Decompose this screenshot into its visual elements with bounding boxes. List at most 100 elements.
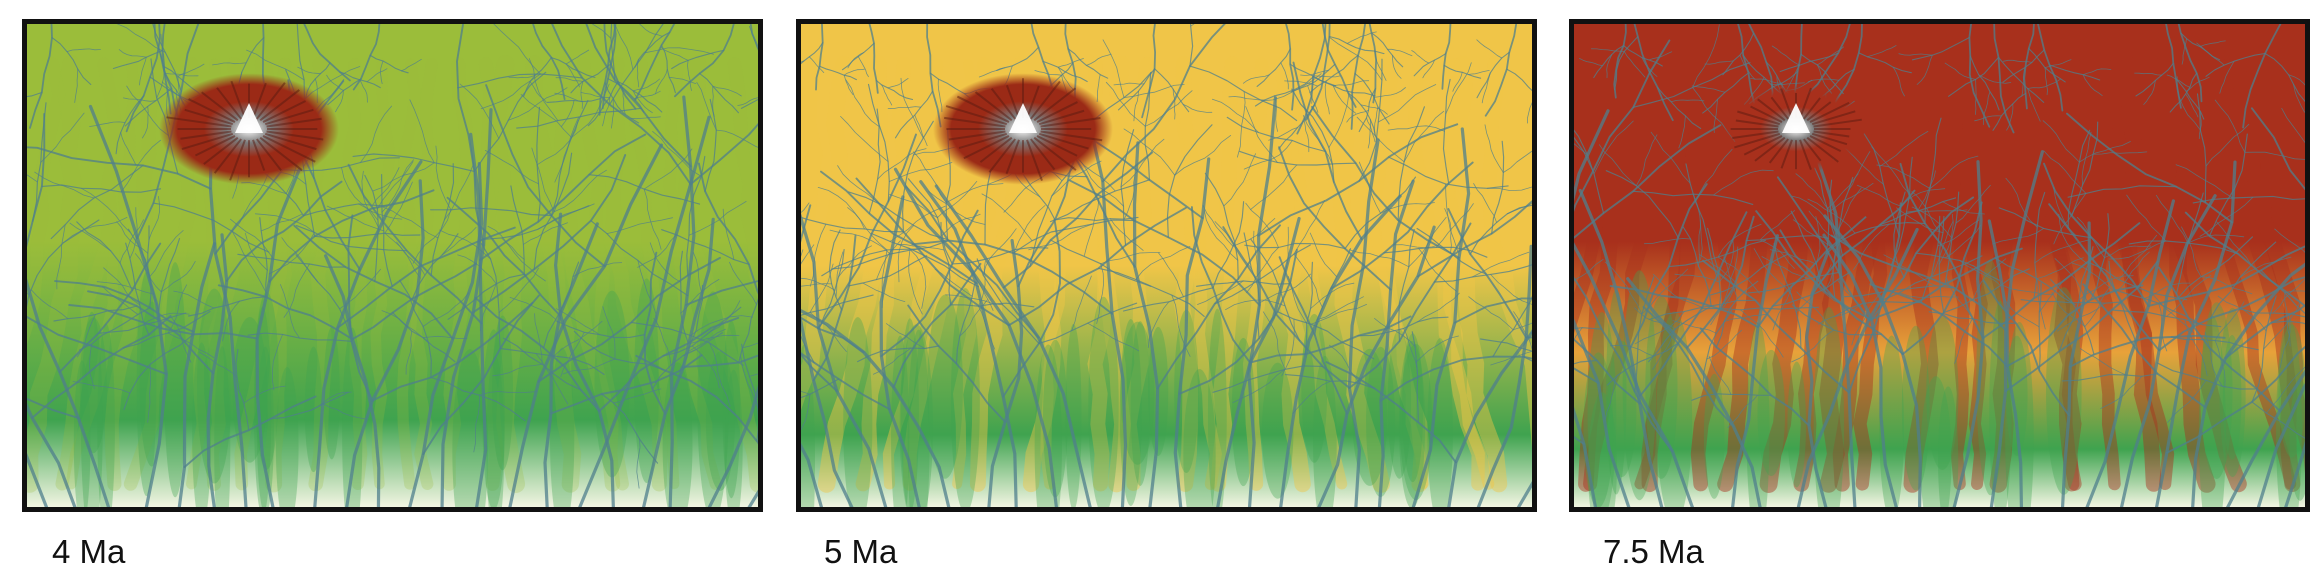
river-channel [1816,64,1832,94]
valley-shade [73,360,91,507]
river-channel [1717,223,1762,258]
river-channel [534,313,543,365]
river-channel [508,143,663,507]
river-channel [679,250,689,344]
valley-shade [2198,315,2226,507]
river-channel [1791,329,1834,363]
river-channel [1268,127,1298,141]
river-channel [591,24,612,39]
river-channel [339,268,381,310]
river-channel [56,224,66,290]
river-channel [1856,184,1902,207]
river-channel [142,312,190,326]
river-channel [2244,151,2305,160]
terrain-image-7-5ma [1574,24,2305,507]
river-channel [314,232,421,239]
river-channel [359,79,368,103]
river-channel [1723,313,1768,322]
river-channel [570,63,612,94]
river-channel [847,52,865,69]
river-channel [177,63,205,77]
river-channel [473,394,480,453]
river-channel [1374,318,1416,348]
volcano-gully [180,130,232,140]
river-channel [377,161,414,210]
river-channel [2050,279,2095,356]
volcano-gully [1806,101,1832,122]
river-channel [1349,249,1410,268]
volcano-gully [1033,136,1077,171]
river-channel [2002,295,2040,328]
river-channel [1307,85,1319,113]
river-channel [1280,62,1289,90]
river-channel [2214,99,2246,153]
river-channel [1574,276,1674,453]
river-channel [1634,311,1685,345]
river-channel [501,237,546,282]
river-channel [928,191,986,225]
river-channel [562,358,616,375]
river-channel [2216,221,2252,266]
river-channel [2256,383,2305,507]
valley-shade [1926,316,1959,471]
river-channel [1123,128,1176,176]
river-channel [1174,135,1232,176]
river-channel [1613,24,1627,99]
river-channel [2199,40,2226,47]
river-channel [2078,275,2134,301]
river-channel [116,24,166,53]
volcano-gully [201,91,239,122]
river-channel [1225,299,1286,311]
river-channel [1476,39,1503,59]
river-channel [2104,245,2152,259]
river-channel [1312,75,1341,78]
valley-shade [1088,296,1119,507]
river-channel [1096,74,1101,103]
river-channel [945,183,1004,204]
river-channel [1635,134,1658,187]
volcano-gully [1799,87,1812,119]
river-channel [2092,151,2148,155]
river-channel [40,112,85,163]
river-channel [102,286,139,315]
river-channel [54,280,195,333]
river-channel [1759,239,1795,269]
river-channel [1332,85,1357,114]
river-channel [283,263,310,318]
valley-shade [452,349,488,507]
river-channel [2056,302,2106,332]
valley-shade [192,342,212,507]
river-channel [2036,257,2084,279]
river-channel [637,59,640,88]
river-channel [230,218,275,260]
river-channel [801,335,815,364]
river-channel [1708,355,1732,395]
river-channel [1098,267,1205,317]
river-channel [2284,292,2291,347]
river-channel [237,253,346,268]
volcano-gully [1734,132,1781,149]
valley-shade [1352,348,1388,486]
ridge-band [2171,55,2247,493]
river-channel [1816,46,1844,66]
valley-shade [214,346,231,507]
river-channel [272,334,283,391]
river-channel [2166,74,2191,88]
river-channel [509,297,557,320]
volcano-gully [1040,117,1101,128]
river-channel [1484,124,1504,173]
river-channel [905,186,1040,339]
river-channel [565,49,590,65]
river-channel [1245,202,1279,248]
ridge-band [1332,55,1391,493]
river-channel [934,268,973,297]
river-channel [682,328,726,357]
river-channel [1172,88,1176,120]
river-channel [1792,219,1837,252]
river-channel [2281,107,2305,144]
volcano-gully [1811,132,1848,146]
river-channel [887,106,922,109]
river-channel [1899,292,1959,298]
river-channel [1473,183,1497,223]
river-channel [1731,234,1779,507]
